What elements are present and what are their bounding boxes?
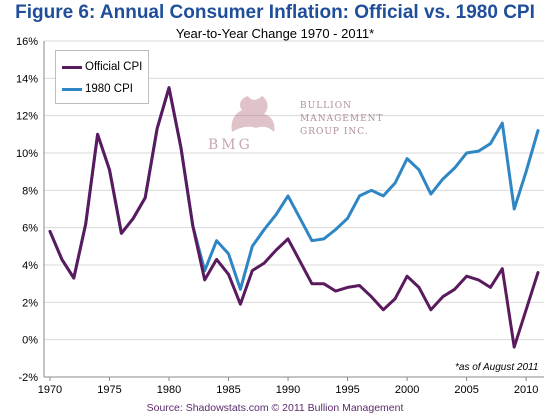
watermark-text: BULLION MANAGEMENT GROUP INC. [300, 101, 384, 137]
legend-swatch-official [62, 65, 82, 69]
y-tick-label: 8% [22, 185, 38, 197]
chart-title: Figure 6: Annual Consumer Inflation: Off… [15, 2, 535, 23]
legend-item-1980: 1980 CPI [62, 82, 133, 96]
chart-subtitle: Year-to-Year Change 1970 - 2011* [175, 26, 375, 41]
series-lines [48, 86, 540, 349]
chart-source: Source: Shadowstats.com © 2011 Bullion M… [146, 402, 404, 414]
x-tick-label: 2010 [514, 384, 538, 396]
y-tick-label: 12% [16, 111, 38, 123]
y-tick-label: 4% [22, 260, 38, 272]
y-tick-label: 14% [16, 73, 38, 85]
chart-footnote: *as of August 2011 [455, 362, 539, 373]
watermark-mark: BMG [208, 137, 253, 153]
series-line-1980-cpi [48, 86, 540, 291]
y-tick-label: 0% [22, 335, 38, 347]
grid-lines [44, 40, 544, 378]
bullion-management-logo [231, 96, 275, 132]
y-tick-label: 6% [22, 223, 38, 235]
x-tick-label: 1975 [97, 384, 121, 396]
x-tick-label: 2000 [395, 384, 419, 396]
y-tick-label: 2% [22, 297, 38, 309]
legend-item-official: Official CPI [62, 60, 142, 74]
y-tick-label: 16% [16, 36, 38, 48]
series-line-official-cpi [48, 86, 540, 349]
x-tick-label: 1985 [216, 384, 240, 396]
x-tick-label: 2005 [454, 384, 478, 396]
x-tick-label: 1980 [157, 384, 181, 396]
legend-swatch-1980 [62, 87, 82, 91]
y-tick-label: 10% [16, 148, 38, 160]
y-tick-label: -2% [18, 372, 38, 384]
legend-label-1980: 1980 CPI [85, 83, 133, 95]
legend-label-official: Official CPI [85, 61, 143, 73]
x-tick-label: 1970 [38, 384, 62, 396]
x-tick-label: 1995 [335, 384, 359, 396]
chart-legend: Official CPI 1980 CPI [55, 50, 149, 104]
y-tick-labels: -2% 0% 2% 4% 6% 8% 10% 12% 14% 16% [16, 36, 38, 384]
axes [43, 41, 544, 381]
x-tick-labels: 1970 1975 1980 1985 1990 1995 2000 2005 2010 [38, 384, 539, 396]
x-tick-label: 1990 [276, 384, 300, 396]
